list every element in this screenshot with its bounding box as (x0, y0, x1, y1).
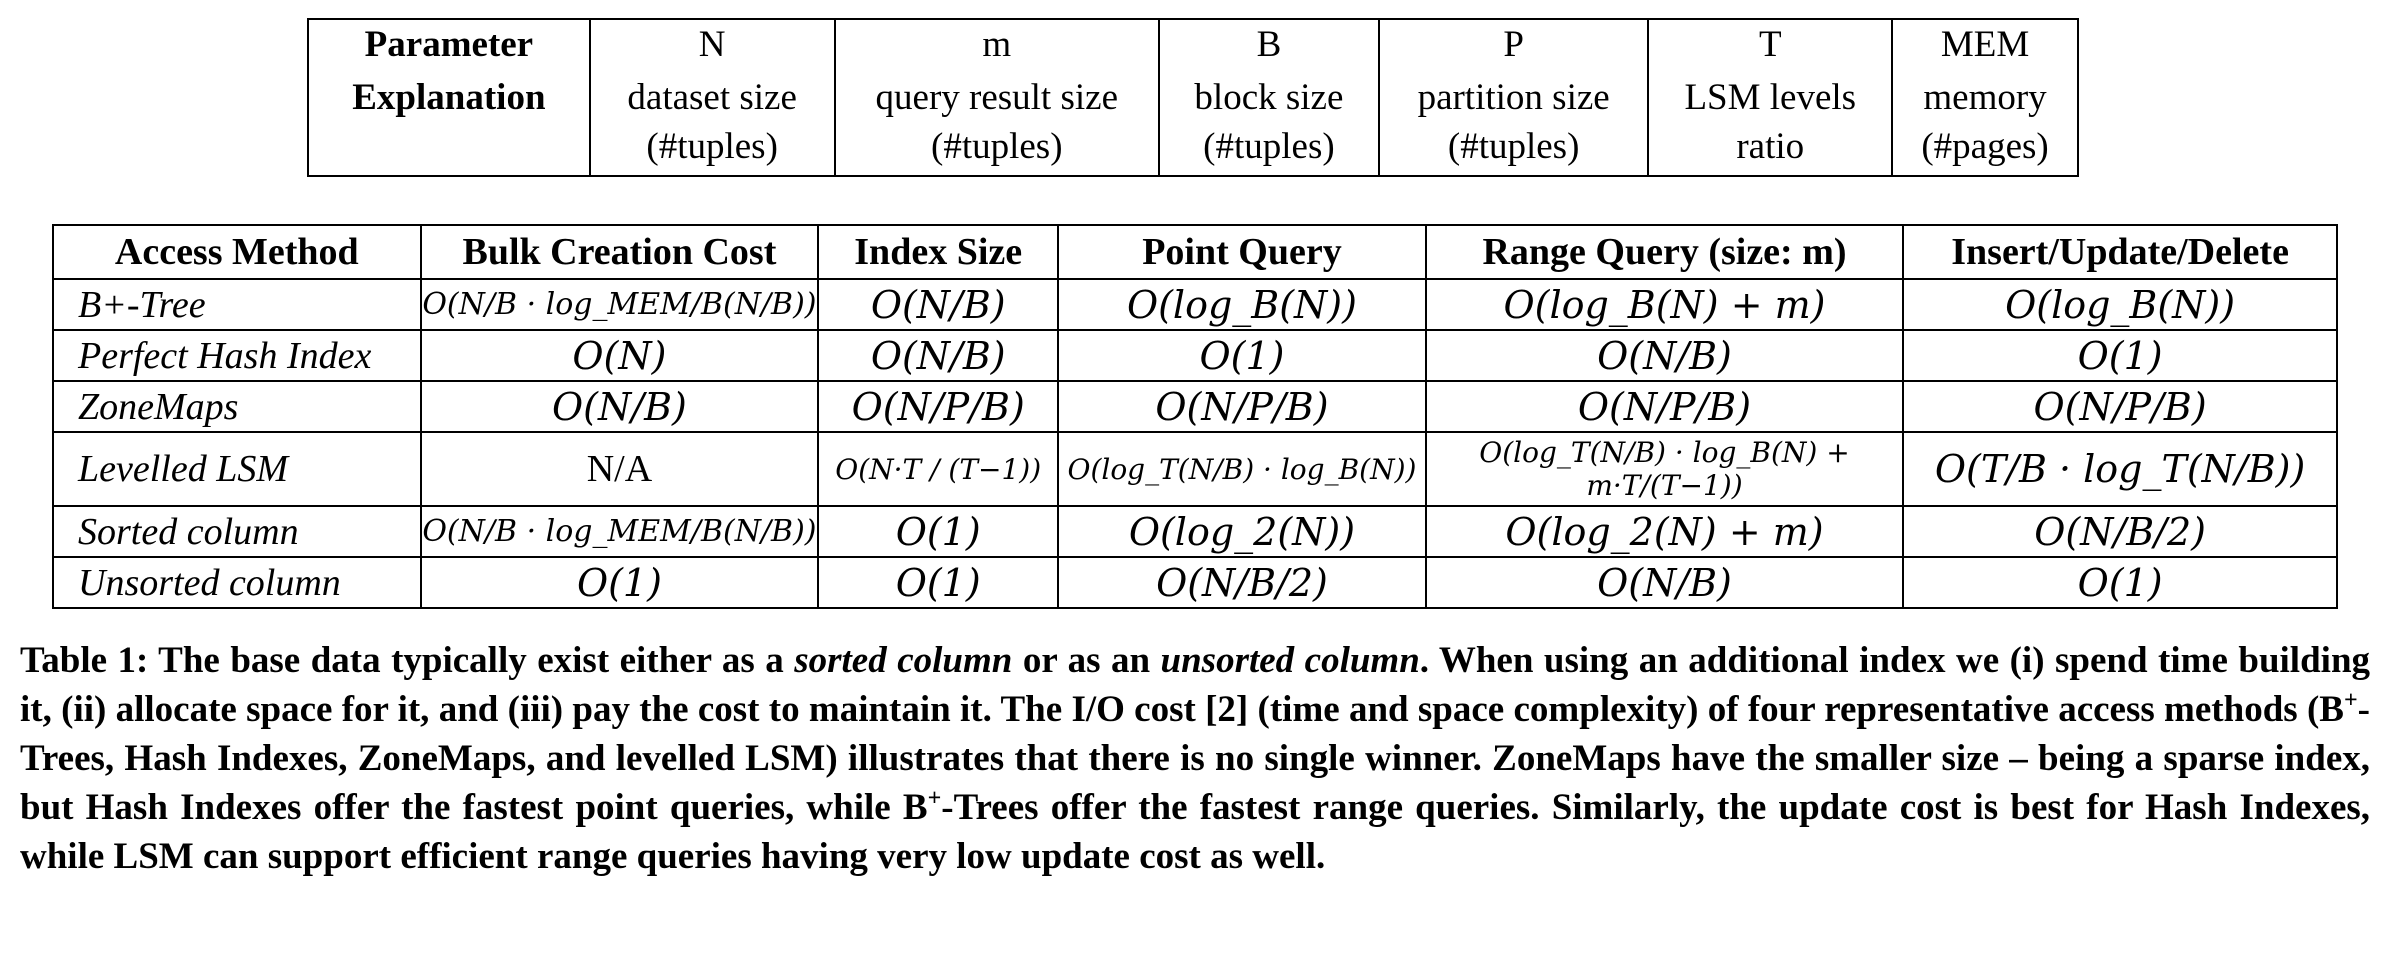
param-symbol: m (833, 18, 1161, 69)
param-explanation: partition size (#tuples) (1377, 69, 1650, 177)
method-name: Levelled LSM (52, 431, 422, 507)
param-symbol: T (1647, 18, 1894, 69)
cost-cell: O(N/P/B) (817, 380, 1060, 433)
table-row: Sorted column O(N/B · log_MEM/B(N/B)) O(… (52, 505, 2338, 558)
cost-cell: O(N/B) (817, 329, 1060, 382)
caption-superscript: + (927, 785, 942, 812)
cost-cell: O(N) (419, 329, 820, 382)
cost-cell: O(N/B · log_MEM/B(N/B)) (419, 278, 820, 331)
param-explanation: LSM levels ratio (1647, 69, 1894, 177)
method-name: B+-Tree (52, 278, 422, 331)
caption-emphasis: sorted column (794, 640, 1013, 681)
cost-cell: O(log_B(N)) (1902, 278, 2338, 331)
column-header: Insert/Update/Delete (1902, 224, 2338, 280)
table-caption: Table 1: The base data typically exist e… (20, 636, 2370, 881)
cost-cell: O(N/P/B) (1057, 380, 1427, 433)
cost-cell: O(1) (1902, 556, 2338, 609)
cost-cell: O(N/B/2) (1057, 556, 1427, 609)
param-explanation: query result size (#tuples) (833, 69, 1161, 177)
parameter-row: Parameter N m B P T MEM (307, 18, 2079, 69)
cost-cell: O(log_B(N) + m) (1424, 278, 1905, 331)
caption-text: . When using an additional index we (i) … (20, 640, 2371, 730)
expl-line: ratio (1736, 126, 1805, 167)
cost-cell: O(N/B · log_MEM/B(N/B)) (419, 505, 820, 558)
cost-table: Access Method Bulk Creation Cost Index S… (52, 224, 2338, 609)
method-name: Sorted column (52, 505, 422, 558)
cost-cell: O(N/B) (1424, 556, 1905, 609)
param-symbol: N (588, 18, 836, 69)
cost-header-row: Access Method Bulk Creation Cost Index S… (52, 224, 2338, 280)
caption-emphasis: unsorted column (1160, 640, 1420, 681)
parameter-header: Parameter (307, 18, 591, 69)
caption-superscript: + (2343, 687, 2358, 714)
method-name: Perfect Hash Index (52, 329, 422, 382)
explanation-header: Explanation (307, 69, 591, 177)
caption-text: -Trees, Hash Indexes, ZoneMaps, and leve… (20, 689, 2370, 828)
expl-line: LSM levels (1684, 77, 1857, 118)
expl-line: (#pages) (1921, 126, 2049, 167)
cost-cell: O(T/B · log_T(N/B)) (1902, 431, 2338, 507)
cost-cell: O(1) (817, 556, 1060, 609)
expl-line: dataset size (627, 77, 797, 118)
expl-line: (#tuples) (1203, 126, 1335, 167)
cost-cell: O(1) (1902, 329, 2338, 382)
param-explanation: block size (#tuples) (1158, 69, 1380, 177)
expl-line: (#tuples) (646, 126, 778, 167)
cost-cell: O(N/B) (817, 278, 1060, 331)
column-header: Bulk Creation Cost (419, 224, 820, 280)
expl-line: partition size (1417, 77, 1610, 118)
column-header: Range Query (size: m) (1424, 224, 1905, 280)
param-explanation: memory (#pages) (1891, 69, 2079, 177)
table-row: ZoneMaps O(N/B) O(N/P/B) O(N/P/B) O(N/P/… (52, 380, 2338, 433)
cost-cell: O(N/P/B) (1902, 380, 2338, 433)
table-row: B+-Tree O(N/B · log_MEM/B(N/B)) O(N/B) O… (52, 278, 2338, 331)
table-row: Perfect Hash Index O(N) O(N/B) O(1) O(N/… (52, 329, 2338, 382)
cost-cell: O(1) (817, 505, 1060, 558)
expl-line: query result size (875, 77, 1118, 118)
param-symbol: B (1158, 18, 1380, 69)
cost-cell: O(log_2(N) + m) (1424, 505, 1905, 558)
expl-line: (#tuples) (1447, 126, 1580, 167)
parameter-table: Parameter N m B P T MEM Explanation data… (307, 18, 2079, 177)
expl-line: memory (1923, 77, 2047, 118)
explanation-row: Explanation dataset size (#tuples) query … (307, 69, 2079, 177)
expl-line: (#tuples) (931, 126, 1063, 167)
caption-text: Table 1: The base data typically exist e… (20, 640, 795, 681)
cost-cell: O(N/B/2) (1902, 505, 2338, 558)
cost-cell: O(log_T(N/B) · log_B(N) + m·T/(T−1)) (1424, 431, 1905, 507)
cost-cell: N/A (419, 431, 820, 507)
method-name: ZoneMaps (52, 380, 422, 433)
method-name: Unsorted column (52, 556, 422, 609)
table-row: Levelled LSM N/A O(N·T / (T−1)) O(log_T(… (52, 431, 2338, 507)
caption-text: or as an (1012, 640, 1161, 681)
param-symbol: MEM (1891, 18, 2079, 69)
column-header: Access Method (52, 224, 422, 280)
column-header: Point Query (1057, 224, 1427, 280)
caption-text: -Trees offer the fastest range queries. … (20, 787, 2371, 877)
cost-cell: O(log_B(N)) (1057, 278, 1427, 331)
cost-cell: O(log_2(N)) (1057, 505, 1427, 558)
cost-cell: O(1) (419, 556, 820, 609)
cost-cell: O(1) (1057, 329, 1427, 382)
column-header: Index Size (817, 224, 1060, 280)
cost-cell: O(N·T / (T−1)) (817, 431, 1060, 507)
param-explanation: dataset size (#tuples) (588, 69, 836, 177)
expl-line: block size (1194, 77, 1344, 118)
param-symbol: P (1377, 18, 1650, 69)
cost-cell: O(N/B) (419, 380, 820, 433)
cost-cell: O(N/B) (1424, 329, 1905, 382)
table-row: Unsorted column O(1) O(1) O(N/B/2) O(N/B… (52, 556, 2338, 609)
cost-cell: O(log_T(N/B) · log_B(N)) (1057, 431, 1427, 507)
cost-cell: O(N/P/B) (1424, 380, 1905, 433)
